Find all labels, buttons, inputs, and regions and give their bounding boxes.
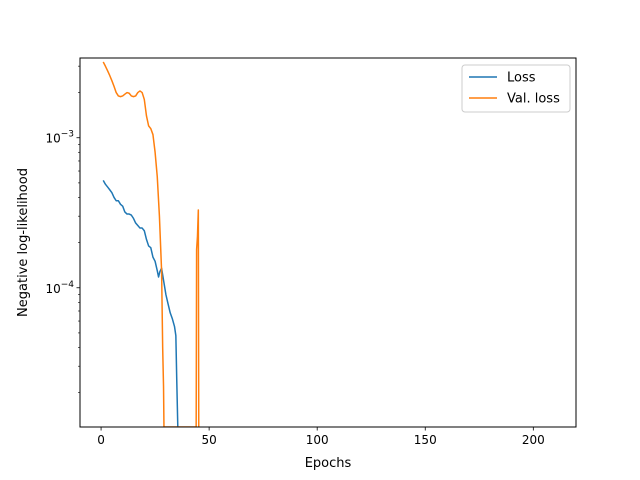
x-tick-label: 150 — [414, 433, 437, 447]
x-tick-label: 200 — [522, 433, 545, 447]
y-tick-label: 10−4 — [45, 280, 74, 296]
y-tick-label: 10−3 — [45, 130, 74, 146]
series-line-1 — [102, 179, 179, 427]
legend-label-2: Val. loss — [507, 92, 560, 107]
y-axis-label: Negative log-likelihood — [16, 168, 31, 317]
x-tick-label: 100 — [306, 433, 329, 447]
x-axis-ticks: 0 50 100 150 200 — [97, 427, 545, 447]
x-tick-label: 0 — [97, 433, 105, 447]
x-axis-label: Epochs — [305, 456, 352, 471]
x-tick-label: 50 — [201, 433, 216, 447]
legend: Loss Val. loss — [461, 64, 571, 113]
y-axis-ticks: 10−3 10−4 — [45, 65, 80, 393]
legend-label-1: Loss — [507, 71, 536, 86]
series-line-2 — [102, 61, 200, 427]
series-layer — [102, 61, 200, 427]
